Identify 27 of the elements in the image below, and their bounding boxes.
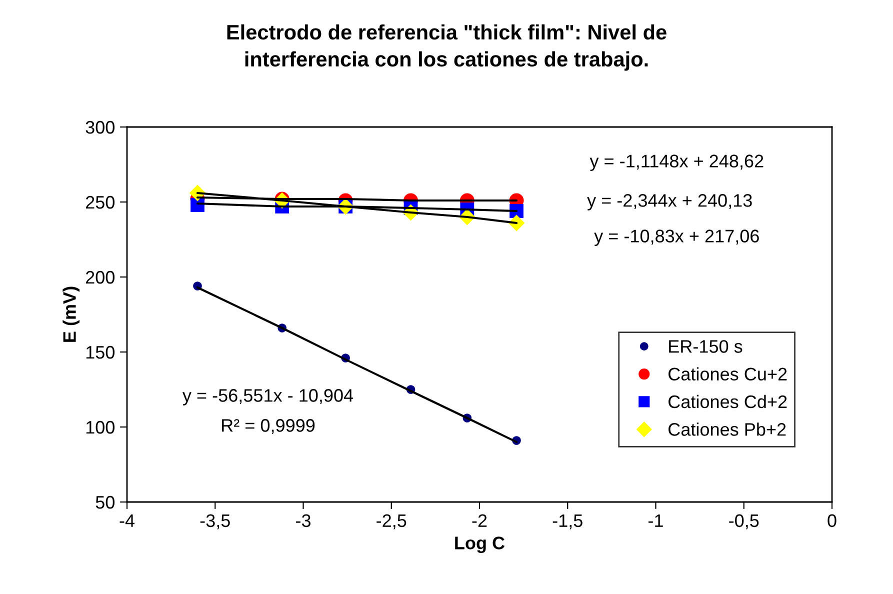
- x-tick-label: -2: [472, 514, 487, 527]
- x-tick-label: -4: [120, 514, 134, 527]
- annotation: y = -56,551x - 10,904: [182, 389, 354, 406]
- y-tick-label: 200: [86, 270, 114, 284]
- annotation: y = -1,1148x + 248,62: [590, 154, 764, 172]
- x-tick-label: -2,5: [376, 514, 406, 530]
- annotation: R² = 0,9999: [222, 419, 315, 434]
- x-axis-title: Log C: [455, 536, 505, 554]
- legend-label: Cationes Cd+2: [668, 394, 787, 408]
- y-tick-label: 100: [86, 420, 114, 434]
- annotation: y = -2,344x + 240,13: [587, 194, 752, 210]
- chart-title: Electrodo de referencia "thick film": Nivel de interferencia con los cationes de trabajo.: [227, 24, 666, 71]
- x-tick-label: -3: [296, 514, 310, 528]
- legend-label: Cationes Cu+2: [668, 367, 787, 381]
- legend-label: ER-150 s: [669, 340, 742, 353]
- y-tick-label: 250: [86, 196, 114, 209]
- y-tick-label: 50: [96, 496, 114, 509]
- y-axis-title: E (mV): [62, 286, 80, 342]
- x-tick-label: -0,5: [729, 514, 759, 530]
- y-tick-label: 300: [86, 120, 114, 134]
- y-tick-label: 150: [86, 346, 114, 359]
- annotation: y = -10,83x + 217,06: [594, 230, 759, 246]
- x-tick-label: -3,5: [200, 514, 230, 530]
- x-tick-label: -1: [648, 514, 663, 527]
- legend-label: Cationes Pb+2: [668, 422, 786, 436]
- x-tick-label: -1,5: [552, 514, 582, 530]
- x-tick-label: 0: [828, 514, 836, 528]
